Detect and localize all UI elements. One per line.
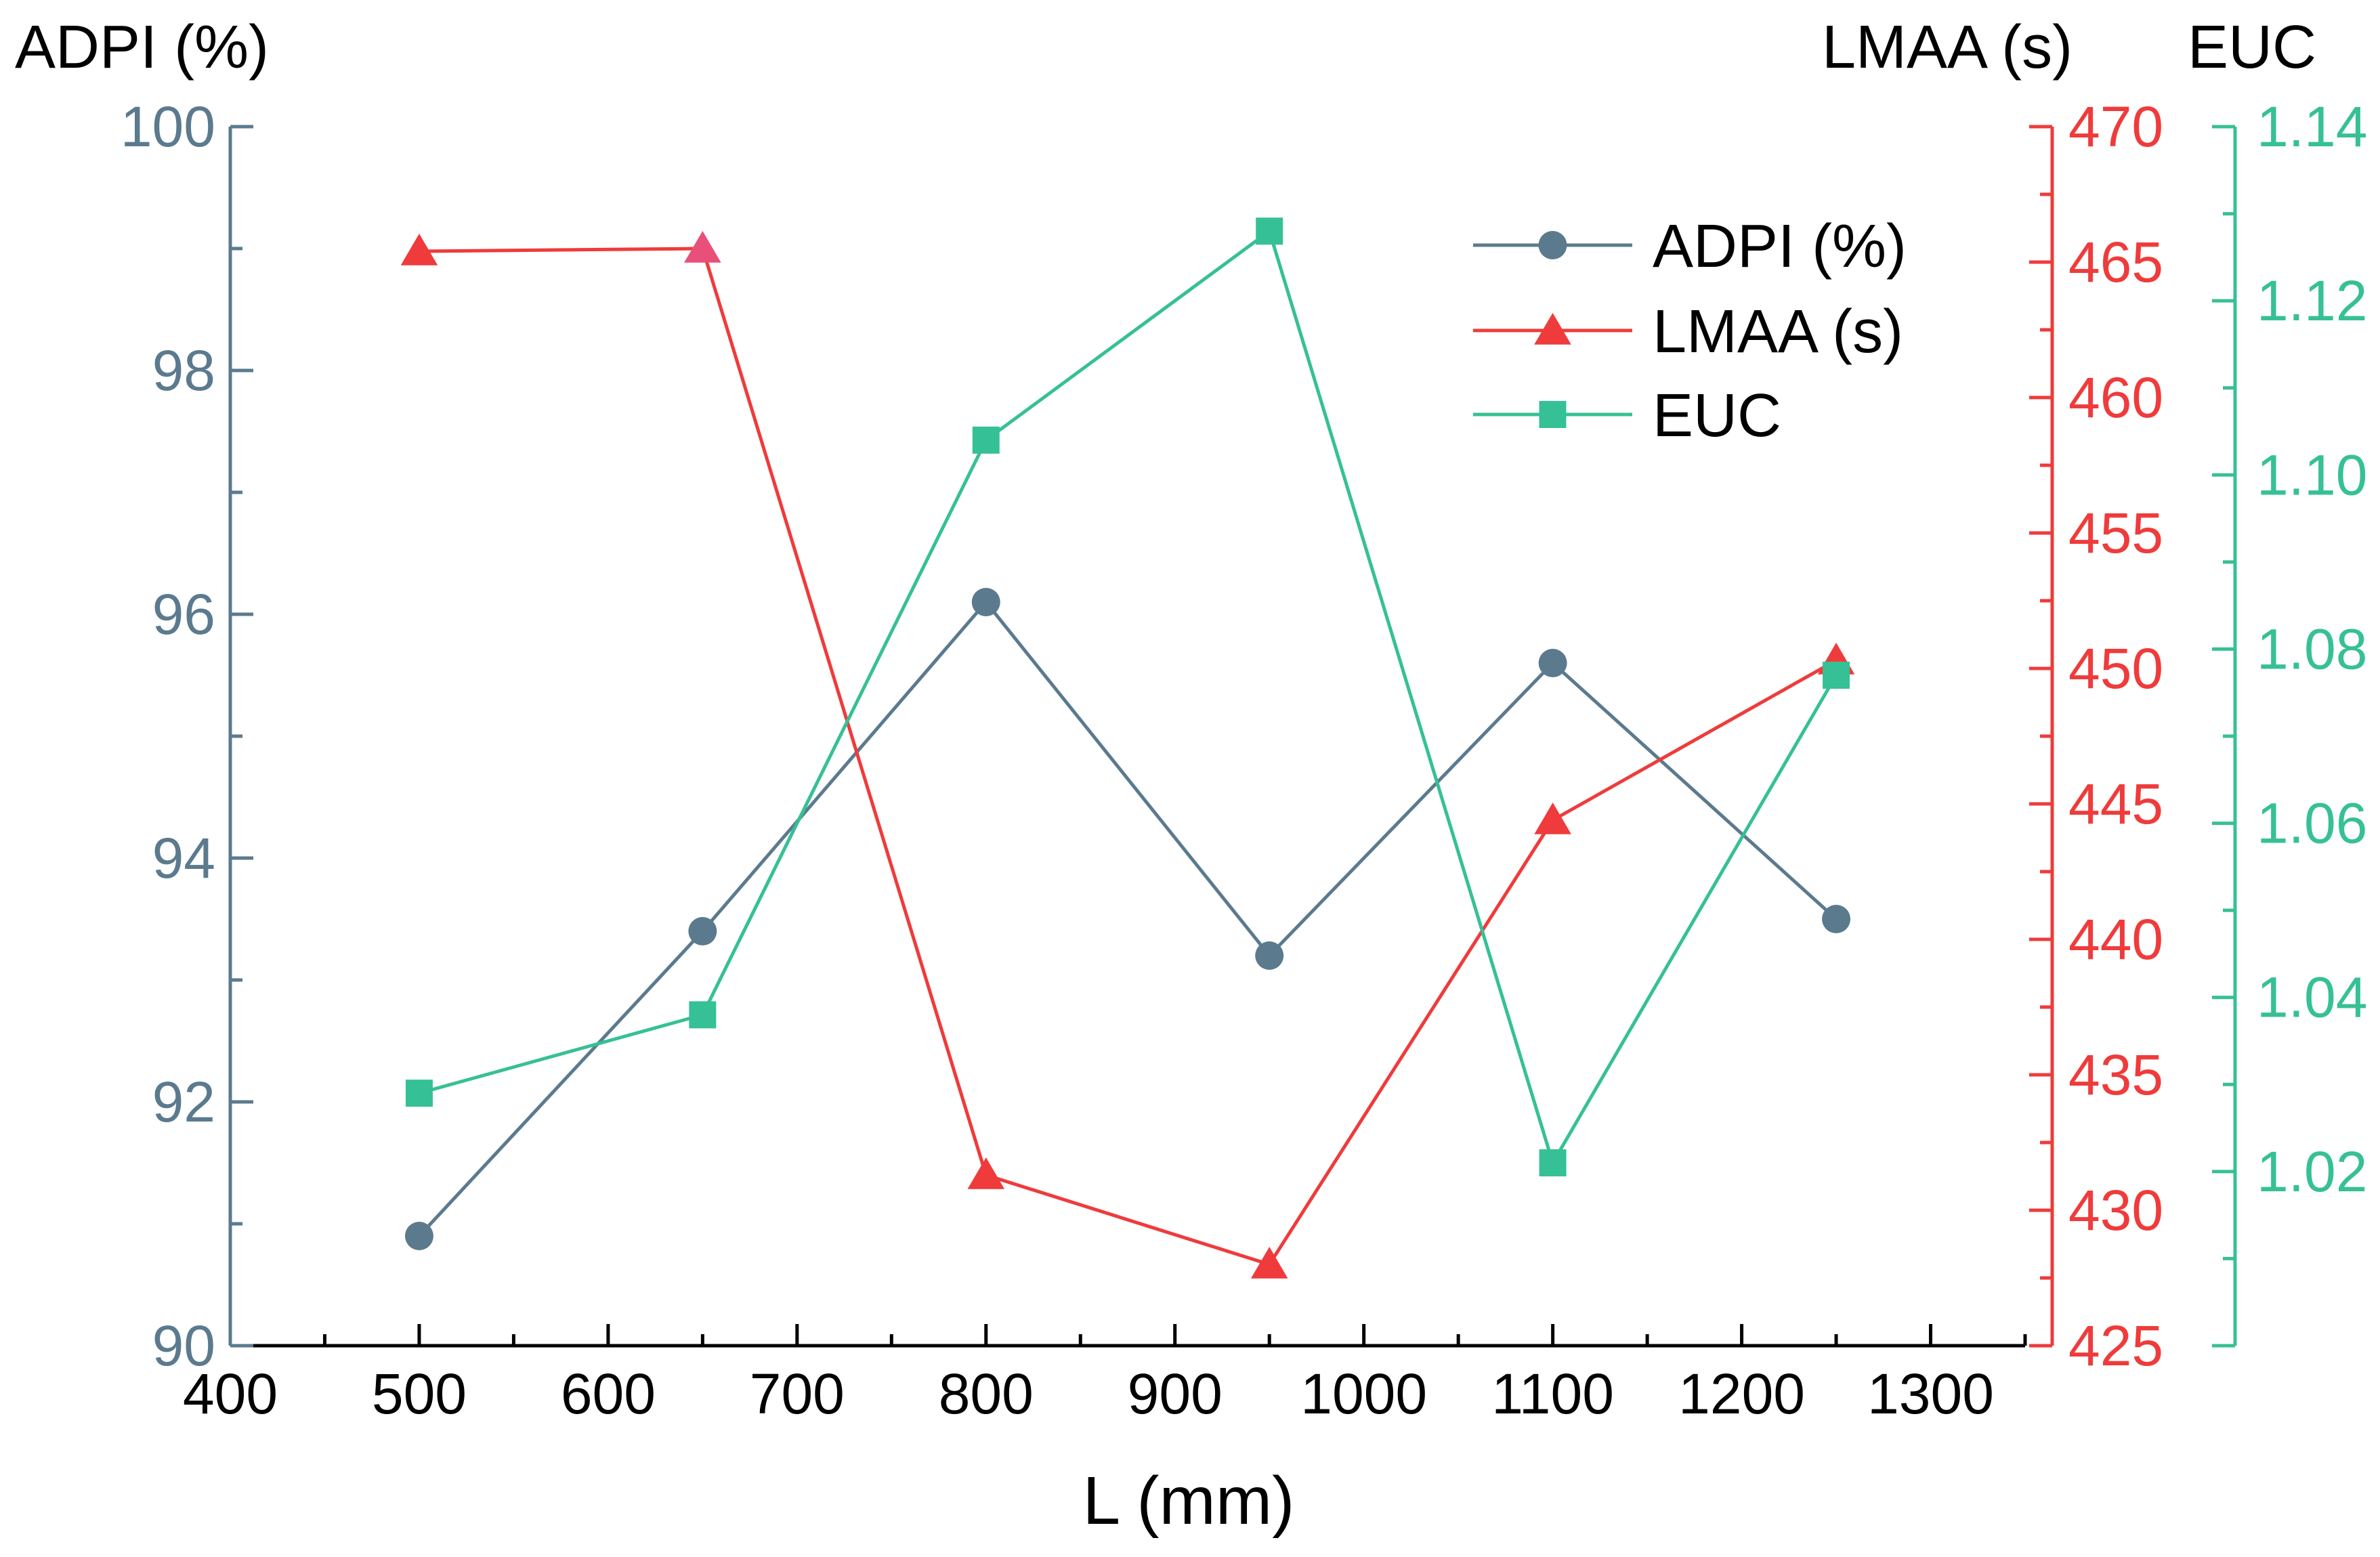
lmaa-tick-label: 470 <box>2068 95 2163 158</box>
lmaa-tick-label: 445 <box>2068 772 2163 836</box>
series <box>400 217 1855 1279</box>
euc-point <box>1823 662 1850 689</box>
x-tick-label: 800 <box>939 1362 1034 1426</box>
x-tick-label: 400 <box>183 1362 278 1426</box>
lmaa-point <box>400 234 438 265</box>
adpi-point <box>404 1222 433 1250</box>
euc-point <box>1539 1149 1567 1176</box>
legend-label: LMAA (s) <box>1653 298 1903 366</box>
lmaa-point <box>1250 1247 1288 1279</box>
x-tick-label: 1100 <box>1491 1362 1614 1426</box>
lmaa-series-line <box>419 247 1837 1266</box>
lmaa-tick-label: 460 <box>2068 366 2163 429</box>
euc-point <box>405 1080 433 1107</box>
x-tick-label: 500 <box>372 1362 467 1426</box>
adpi-point <box>1538 649 1567 677</box>
x-tick-label: 600 <box>561 1362 656 1426</box>
adpi-point <box>1822 905 1851 933</box>
adpi-tick-label: 90 <box>152 1314 215 1378</box>
lmaa-tick-label: 430 <box>2068 1178 2163 1242</box>
axes: 400 500 600 700 800 900 1000 1100 1200 1300 L (mm)… <box>15 14 2368 1539</box>
lmaa-tick-label: 450 <box>2068 637 2163 700</box>
lmaa-point <box>684 231 721 263</box>
lmaa-series <box>400 231 1855 1279</box>
legend-item-adpi: ADPI (%) <box>1473 213 1907 280</box>
euc-series <box>405 217 1850 1176</box>
x-tick-label: 700 <box>750 1362 845 1426</box>
x-tick-label: 900 <box>1128 1362 1223 1426</box>
euc-tick-label: 1.12 <box>2257 269 2368 333</box>
legend-marker <box>1538 231 1567 259</box>
lmaa-axis-title: LMAA (s) <box>1822 14 2073 81</box>
adpi-tick-label: 98 <box>152 339 215 402</box>
adpi-tick-label: 100 <box>121 95 215 158</box>
euc-tick-label: 1.06 <box>2257 792 2368 855</box>
lmaa-tick-label: 465 <box>2068 230 2163 294</box>
x-tick-label: 1300 <box>1867 1362 1994 1426</box>
euc-tick-label: 1.10 <box>2257 443 2368 507</box>
lmaa-tick-label: 425 <box>2068 1314 2163 1378</box>
adpi-tick-label: 96 <box>152 582 215 646</box>
lmaa-tick-label: 435 <box>2068 1043 2163 1107</box>
legend-marker <box>1534 313 1571 345</box>
legend-marker <box>1539 401 1567 428</box>
euc-tick-label: 1.08 <box>2257 617 2368 681</box>
euc-tick-label: 1.02 <box>2257 1140 2368 1203</box>
euc-tick-label: 1.04 <box>2257 966 2368 1029</box>
adpi-series-line <box>418 600 1837 1237</box>
euc-point <box>1256 217 1283 245</box>
euc-point <box>689 1001 717 1029</box>
lmaa-tick-label: 455 <box>2068 501 2163 565</box>
adpi-point <box>1255 941 1284 970</box>
legend-item-lmaa: LMAA (s) <box>1473 298 1903 366</box>
adpi-point <box>971 588 1000 616</box>
lmaa-point <box>967 1157 1005 1189</box>
x-tick-label: 1000 <box>1300 1362 1427 1426</box>
euc-series-line <box>419 229 1838 1165</box>
legend: ADPI (%) LMAA (s) EUC <box>1473 213 1907 450</box>
legend-label: EUC <box>1653 382 1781 450</box>
adpi-point <box>688 917 717 945</box>
x-axis-title: L (mm) <box>1083 1463 1295 1539</box>
adpi-axis-title: ADPI (%) <box>15 14 269 81</box>
lmaa-point <box>1534 803 1571 834</box>
euc-tick-label: 1.14 <box>2257 95 2368 158</box>
legend-label: ADPI (%) <box>1653 213 1907 280</box>
lmaa-tick-label: 440 <box>2068 908 2163 971</box>
x-tick-label: 1200 <box>1678 1362 1805 1426</box>
euc-point <box>972 426 1000 454</box>
adpi-tick-label: 94 <box>152 826 215 890</box>
legend-item-euc: EUC <box>1473 382 1781 450</box>
adpi-tick-label: 92 <box>152 1070 215 1134</box>
adpi-series <box>404 588 1851 1250</box>
euc-axis-title: EUC <box>2188 14 2316 81</box>
